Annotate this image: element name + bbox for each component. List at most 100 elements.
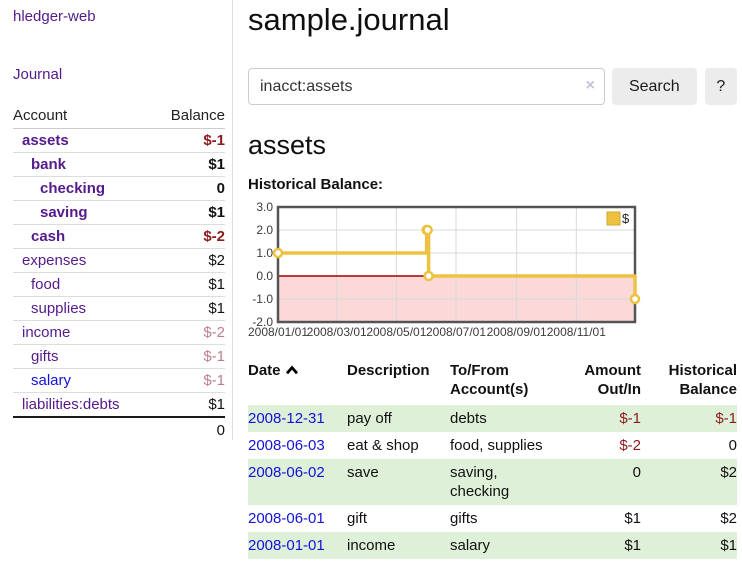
sort-ascending-icon [285, 365, 298, 375]
svg-text:-2.0: -2.0 [252, 315, 273, 329]
account-row: checking 0 [13, 176, 225, 201]
register-header-historical: Historical Balance [668, 362, 737, 398]
svg-text:$: $ [622, 211, 630, 226]
register-row[interactable]: 2008-06-01 gift gifts $1 $2 [248, 505, 737, 532]
main-content: sample.journal × Search ? assets Histori… [248, 0, 737, 559]
search-box: × [248, 68, 605, 105]
account-row: saving $1 [13, 200, 225, 225]
account-balance: $-2 [153, 320, 225, 345]
register-historical: $2 [720, 464, 737, 481]
svg-text:3.0: 3.0 [256, 200, 273, 214]
account-row: cash $-2 [13, 224, 225, 249]
register-historical: $-1 [715, 410, 737, 427]
svg-text:0.0: 0.0 [256, 269, 273, 283]
account-row: liabilities:debts $1 [13, 392, 225, 417]
account-row: expenses $2 [13, 248, 225, 273]
search-input[interactable] [248, 68, 605, 105]
account-balance: $-1 [153, 344, 225, 369]
app-title-link[interactable]: hledger-web [13, 8, 96, 25]
register-date-link[interactable]: 2008-01-01 [248, 537, 325, 554]
account-link[interactable]: salary [31, 372, 72, 389]
clear-search-icon[interactable]: × [585, 77, 595, 94]
svg-text:-1.0: -1.0 [252, 292, 273, 306]
account-balance: $1 [153, 200, 225, 225]
register-row[interactable]: 2008-01-01 income salary $1 $1 [248, 532, 737, 559]
svg-text:2008/07/01: 2008/07/01 [426, 325, 486, 339]
page-title: sample.journal [248, 2, 450, 37]
account-link[interactable]: cash [31, 228, 66, 245]
account-balance: $2 [153, 248, 225, 273]
register-description: gift [347, 510, 368, 527]
svg-text:2008/03/01: 2008/03/01 [307, 325, 367, 339]
account-link[interactable]: saving [40, 204, 88, 221]
svg-text:2008/11/01: 2008/11/01 [547, 325, 606, 339]
account-link[interactable]: expenses [22, 252, 87, 269]
register-header-amount: Amount Out/In [584, 362, 641, 398]
accounts-header-account: Account [13, 105, 154, 129]
account-balance: $-1 [203, 132, 225, 149]
register-historical: $2 [720, 510, 737, 527]
register-description: save [347, 464, 379, 481]
account-balance: $-2 [153, 224, 225, 249]
account-heading: assets [248, 130, 327, 160]
account-link[interactable]: bank [31, 156, 67, 173]
svg-text:2.0: 2.0 [256, 223, 273, 237]
account-balance: $1 [153, 272, 225, 297]
register-amount: $-2 [619, 437, 641, 454]
account-row: supplies $1 [13, 296, 225, 321]
register-accounts: gifts [450, 510, 478, 527]
register-row[interactable]: 2008-06-03 eat & shop food, supplies $-2 0 [248, 432, 737, 459]
svg-text:1.0: 1.0 [256, 246, 273, 260]
register-historical: $1 [720, 537, 737, 554]
register-header-description: Description [347, 362, 430, 379]
account-link[interactable]: gifts [31, 348, 59, 365]
account-row: income $-2 [13, 320, 225, 345]
account-link[interactable]: income [22, 324, 71, 341]
register-amount: $-1 [619, 410, 641, 427]
register-amount: 0 [632, 464, 641, 481]
account-balance: $-1 [153, 368, 225, 393]
register-accounts: salary [450, 537, 491, 554]
accounts-total-value: 0 [153, 416, 225, 443]
account-row: bank $1 [13, 152, 225, 177]
register-accounts: saving, checking [450, 464, 510, 500]
register-amount: $1 [624, 537, 641, 554]
account-link[interactable]: supplies [31, 300, 87, 317]
svg-text:2008/01/01: 2008/01/01 [248, 325, 308, 339]
svg-text:2008/05/01: 2008/05/01 [366, 325, 426, 339]
register-date-link[interactable]: 2008-12-31 [248, 410, 325, 427]
sidebar: hledger-web Journal Account Balance asse… [0, 0, 233, 443]
search-button[interactable]: Search [611, 68, 697, 105]
register-header-date[interactable]: Date [248, 361, 347, 405]
register-table: Date Description To/From Account(s) Amou… [248, 361, 737, 559]
register-header-tofrom: To/From Account(s) [450, 362, 529, 398]
register-historical: 0 [728, 437, 737, 454]
account-row: gifts $-1 [13, 344, 225, 369]
account-link[interactable]: checking [40, 180, 106, 197]
register-header-row: Date Description To/From Account(s) Amou… [248, 361, 737, 405]
register-date-link[interactable]: 2008-06-01 [248, 510, 325, 527]
register-row[interactable]: 2008-06-02 save saving, checking 0 $2 [248, 459, 737, 505]
account-balance: $1 [153, 152, 225, 177]
account-link[interactable]: food [31, 276, 61, 293]
account-row: salary $-1 [13, 368, 225, 393]
search-help-button[interactable]: ? [704, 68, 737, 105]
register-amount: $1 [624, 510, 641, 527]
register-date-link[interactable]: 2008-06-02 [248, 464, 325, 481]
account-link[interactable]: assets [22, 132, 69, 149]
register-row[interactable]: 2008-12-31 pay off debts $-1 $-1 [248, 405, 737, 432]
accounts-header-balance: Balance [153, 105, 225, 129]
accounts-total-spacer [13, 416, 154, 443]
accounts-total-row: 0 [13, 416, 225, 443]
accounts-table: Account Balance assets $-1 bank $1 checking 0… [13, 105, 225, 443]
account-link[interactable]: liabilities:debts [22, 396, 120, 413]
accounts-header-row: Account Balance [13, 105, 225, 129]
register-accounts: debts [450, 410, 487, 427]
account-row: food $1 [13, 272, 225, 297]
nav-journal-link[interactable]: Journal [13, 66, 63, 83]
register-description: pay off [347, 410, 392, 427]
account-balance: $1 [153, 296, 225, 321]
register-description: eat & shop [347, 437, 419, 454]
account-balance: $1 [153, 392, 225, 417]
register-date-link[interactable]: 2008-06-03 [248, 437, 325, 454]
